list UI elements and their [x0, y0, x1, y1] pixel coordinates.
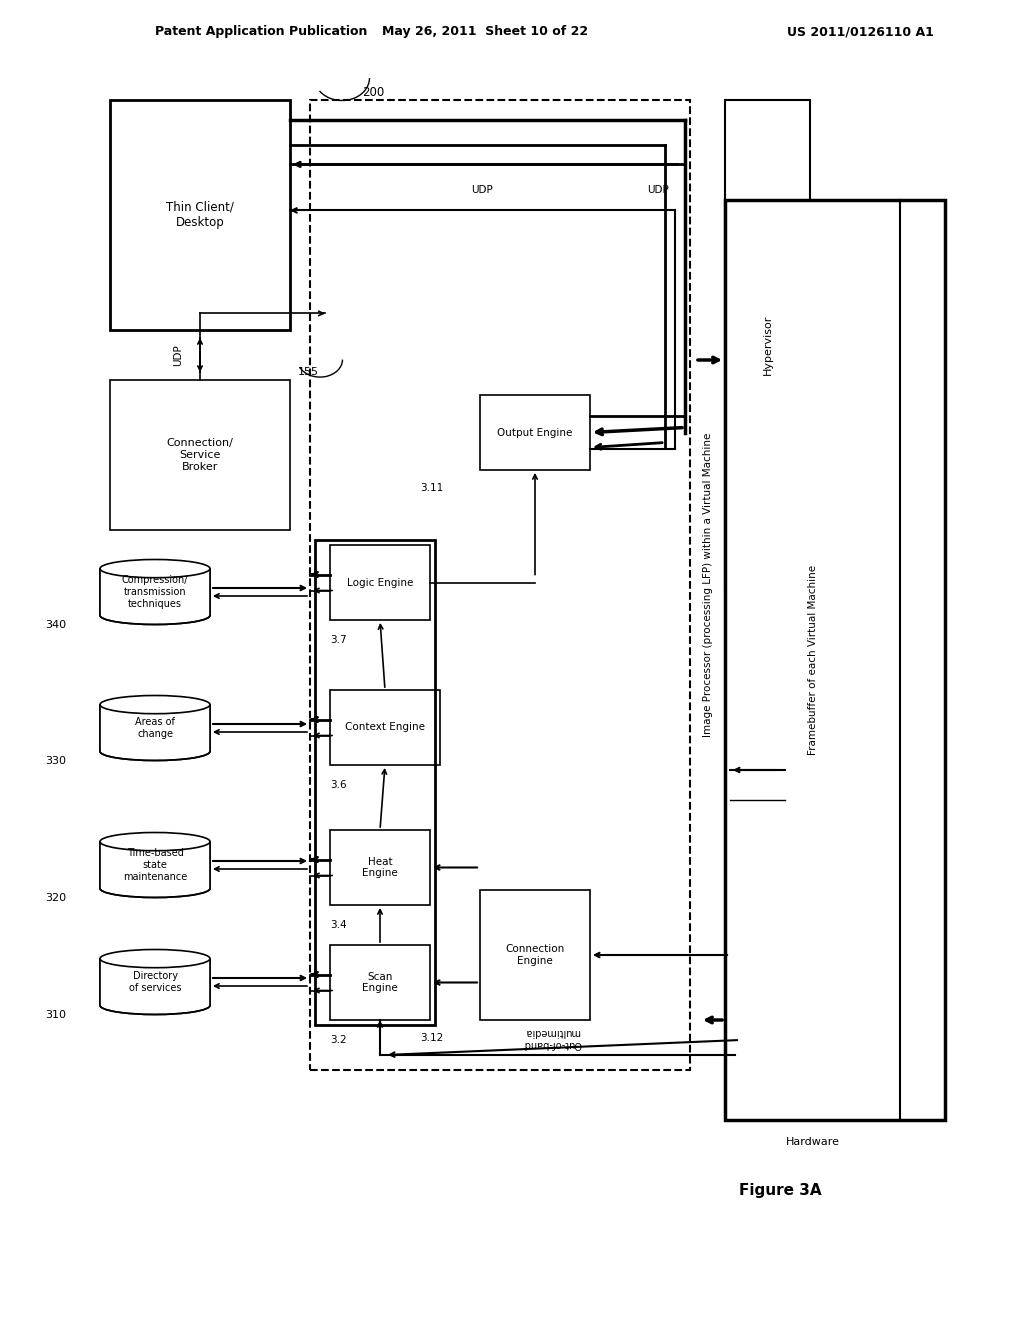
Bar: [725, 100, 810, 590]
Bar: [310, 100, 690, 1071]
Bar: [330, 830, 430, 906]
Bar: [330, 945, 430, 1020]
Text: Connection
Engine: Connection Engine: [506, 944, 564, 966]
Text: 3.2: 3.2: [330, 1035, 347, 1045]
Ellipse shape: [100, 879, 210, 898]
Text: UDP: UDP: [646, 185, 669, 195]
Text: US 2011/0126110 A1: US 2011/0126110 A1: [786, 25, 934, 38]
Text: Heat
Engine: Heat Engine: [362, 857, 398, 878]
Bar: [100, 569, 210, 615]
Text: 200: 200: [362, 86, 384, 99]
Ellipse shape: [100, 833, 210, 850]
Text: Figure 3A: Figure 3A: [738, 1183, 821, 1197]
Text: Connection/
Service
Broker: Connection/ Service Broker: [167, 438, 233, 471]
Text: May 26, 2011  Sheet 10 of 22: May 26, 2011 Sheet 10 of 22: [382, 25, 588, 38]
Text: Hardware: Hardware: [785, 1137, 840, 1147]
Text: 3.4: 3.4: [330, 920, 347, 931]
Text: UDP: UDP: [472, 185, 494, 195]
Text: Image Processor (processing LFP) within a Virtual Machine: Image Processor (processing LFP) within …: [703, 433, 713, 737]
Text: 310: 310: [45, 1010, 66, 1020]
Bar: [100, 958, 210, 1006]
Bar: [725, 201, 945, 1119]
Bar: [330, 690, 440, 766]
Text: Framebuffer of each Virtual Machine: Framebuffer of each Virtual Machine: [808, 565, 817, 755]
Text: Scan
Engine: Scan Engine: [362, 972, 398, 993]
Text: Time-based
state
maintenance: Time-based state maintenance: [123, 849, 187, 882]
Text: Logic Engine: Logic Engine: [347, 578, 414, 587]
Text: 320: 320: [45, 894, 67, 903]
Ellipse shape: [100, 560, 210, 578]
Text: Out-of-band
multimedia: Out-of-band multimedia: [523, 1027, 582, 1049]
Ellipse shape: [100, 696, 210, 714]
Text: Areas of
change: Areas of change: [135, 717, 175, 739]
Ellipse shape: [100, 949, 210, 968]
Bar: [100, 705, 210, 751]
Text: UDP: UDP: [173, 345, 183, 366]
Bar: [480, 890, 590, 1020]
Bar: [315, 540, 435, 1026]
Text: Directory
of services: Directory of services: [129, 972, 181, 993]
Text: Thin Client/
Desktop: Thin Client/ Desktop: [166, 201, 233, 228]
Text: Context Engine: Context Engine: [345, 722, 425, 733]
Bar: [100, 842, 210, 888]
Bar: [480, 395, 590, 470]
Text: Output Engine: Output Engine: [498, 428, 572, 437]
Ellipse shape: [100, 997, 210, 1015]
Text: 3.6: 3.6: [330, 780, 347, 789]
Text: Hypervisor: Hypervisor: [763, 314, 772, 375]
Text: 330: 330: [45, 756, 66, 766]
Ellipse shape: [100, 606, 210, 624]
Bar: [110, 380, 290, 531]
Ellipse shape: [100, 742, 210, 760]
Text: 155: 155: [298, 367, 319, 376]
Text: Patent Application Publication: Patent Application Publication: [155, 25, 368, 38]
Text: 3.7: 3.7: [330, 635, 347, 645]
Text: 340: 340: [45, 620, 67, 630]
Text: 3.11: 3.11: [420, 483, 443, 492]
Text: 3.12: 3.12: [420, 1034, 443, 1043]
Text: Compression/
transmission
techniques: Compression/ transmission techniques: [122, 576, 188, 609]
Bar: [110, 100, 290, 330]
Bar: [330, 545, 430, 620]
